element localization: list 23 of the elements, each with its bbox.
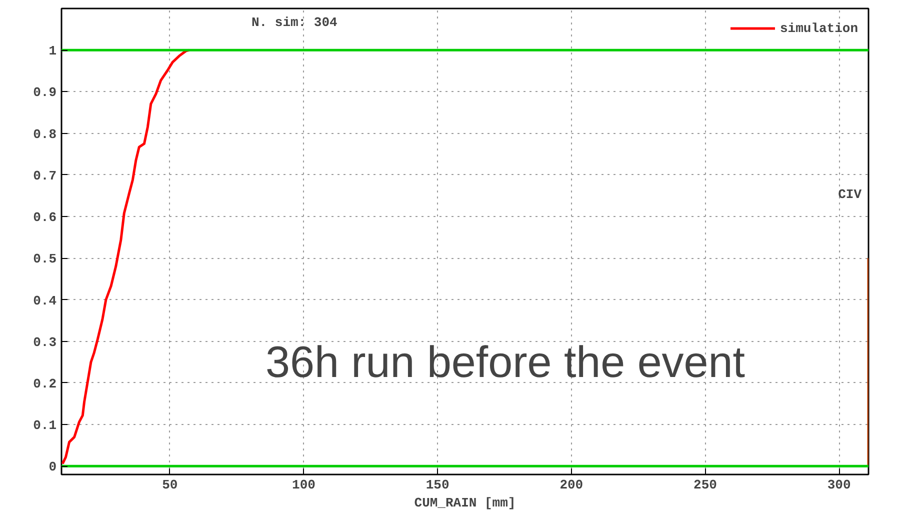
text: N. sim: 304 [252, 15, 338, 30]
y-tick-label: 0.7 [33, 168, 56, 184]
y-tick-label: 1 [48, 44, 57, 59]
y-tick-label: 0 [48, 460, 57, 475]
y-tick-label: 0.3 [33, 334, 57, 350]
x-tick-label: 200 [560, 478, 584, 492]
x-tick-label: 150 [426, 478, 450, 492]
y-tick-label: 0.9 [33, 85, 57, 100]
x-tick-label: 50 [162, 478, 178, 492]
x-tick-label: 100 [292, 478, 316, 492]
x-axis-title: CUM_RAIN [mm] [414, 496, 516, 510]
y-tick-label: 0.2 [33, 376, 57, 392]
y-tick-label: 0.4 [33, 293, 57, 308]
annotation: CIV [838, 187, 862, 202]
y-tick-label: 0.6 [33, 210, 57, 226]
x-tick-label: 250 [694, 478, 718, 492]
y-tick-label: 0.1 [33, 418, 57, 434]
x-tick-label: 300 [827, 478, 851, 492]
legend-label: simulation [780, 20, 858, 36]
annotation: 36h run before the event [266, 338, 745, 387]
line-series [62, 48, 190, 465]
y-tick-label: 0.5 [33, 252, 57, 267]
y-tick-label: 0.8 [33, 126, 57, 142]
